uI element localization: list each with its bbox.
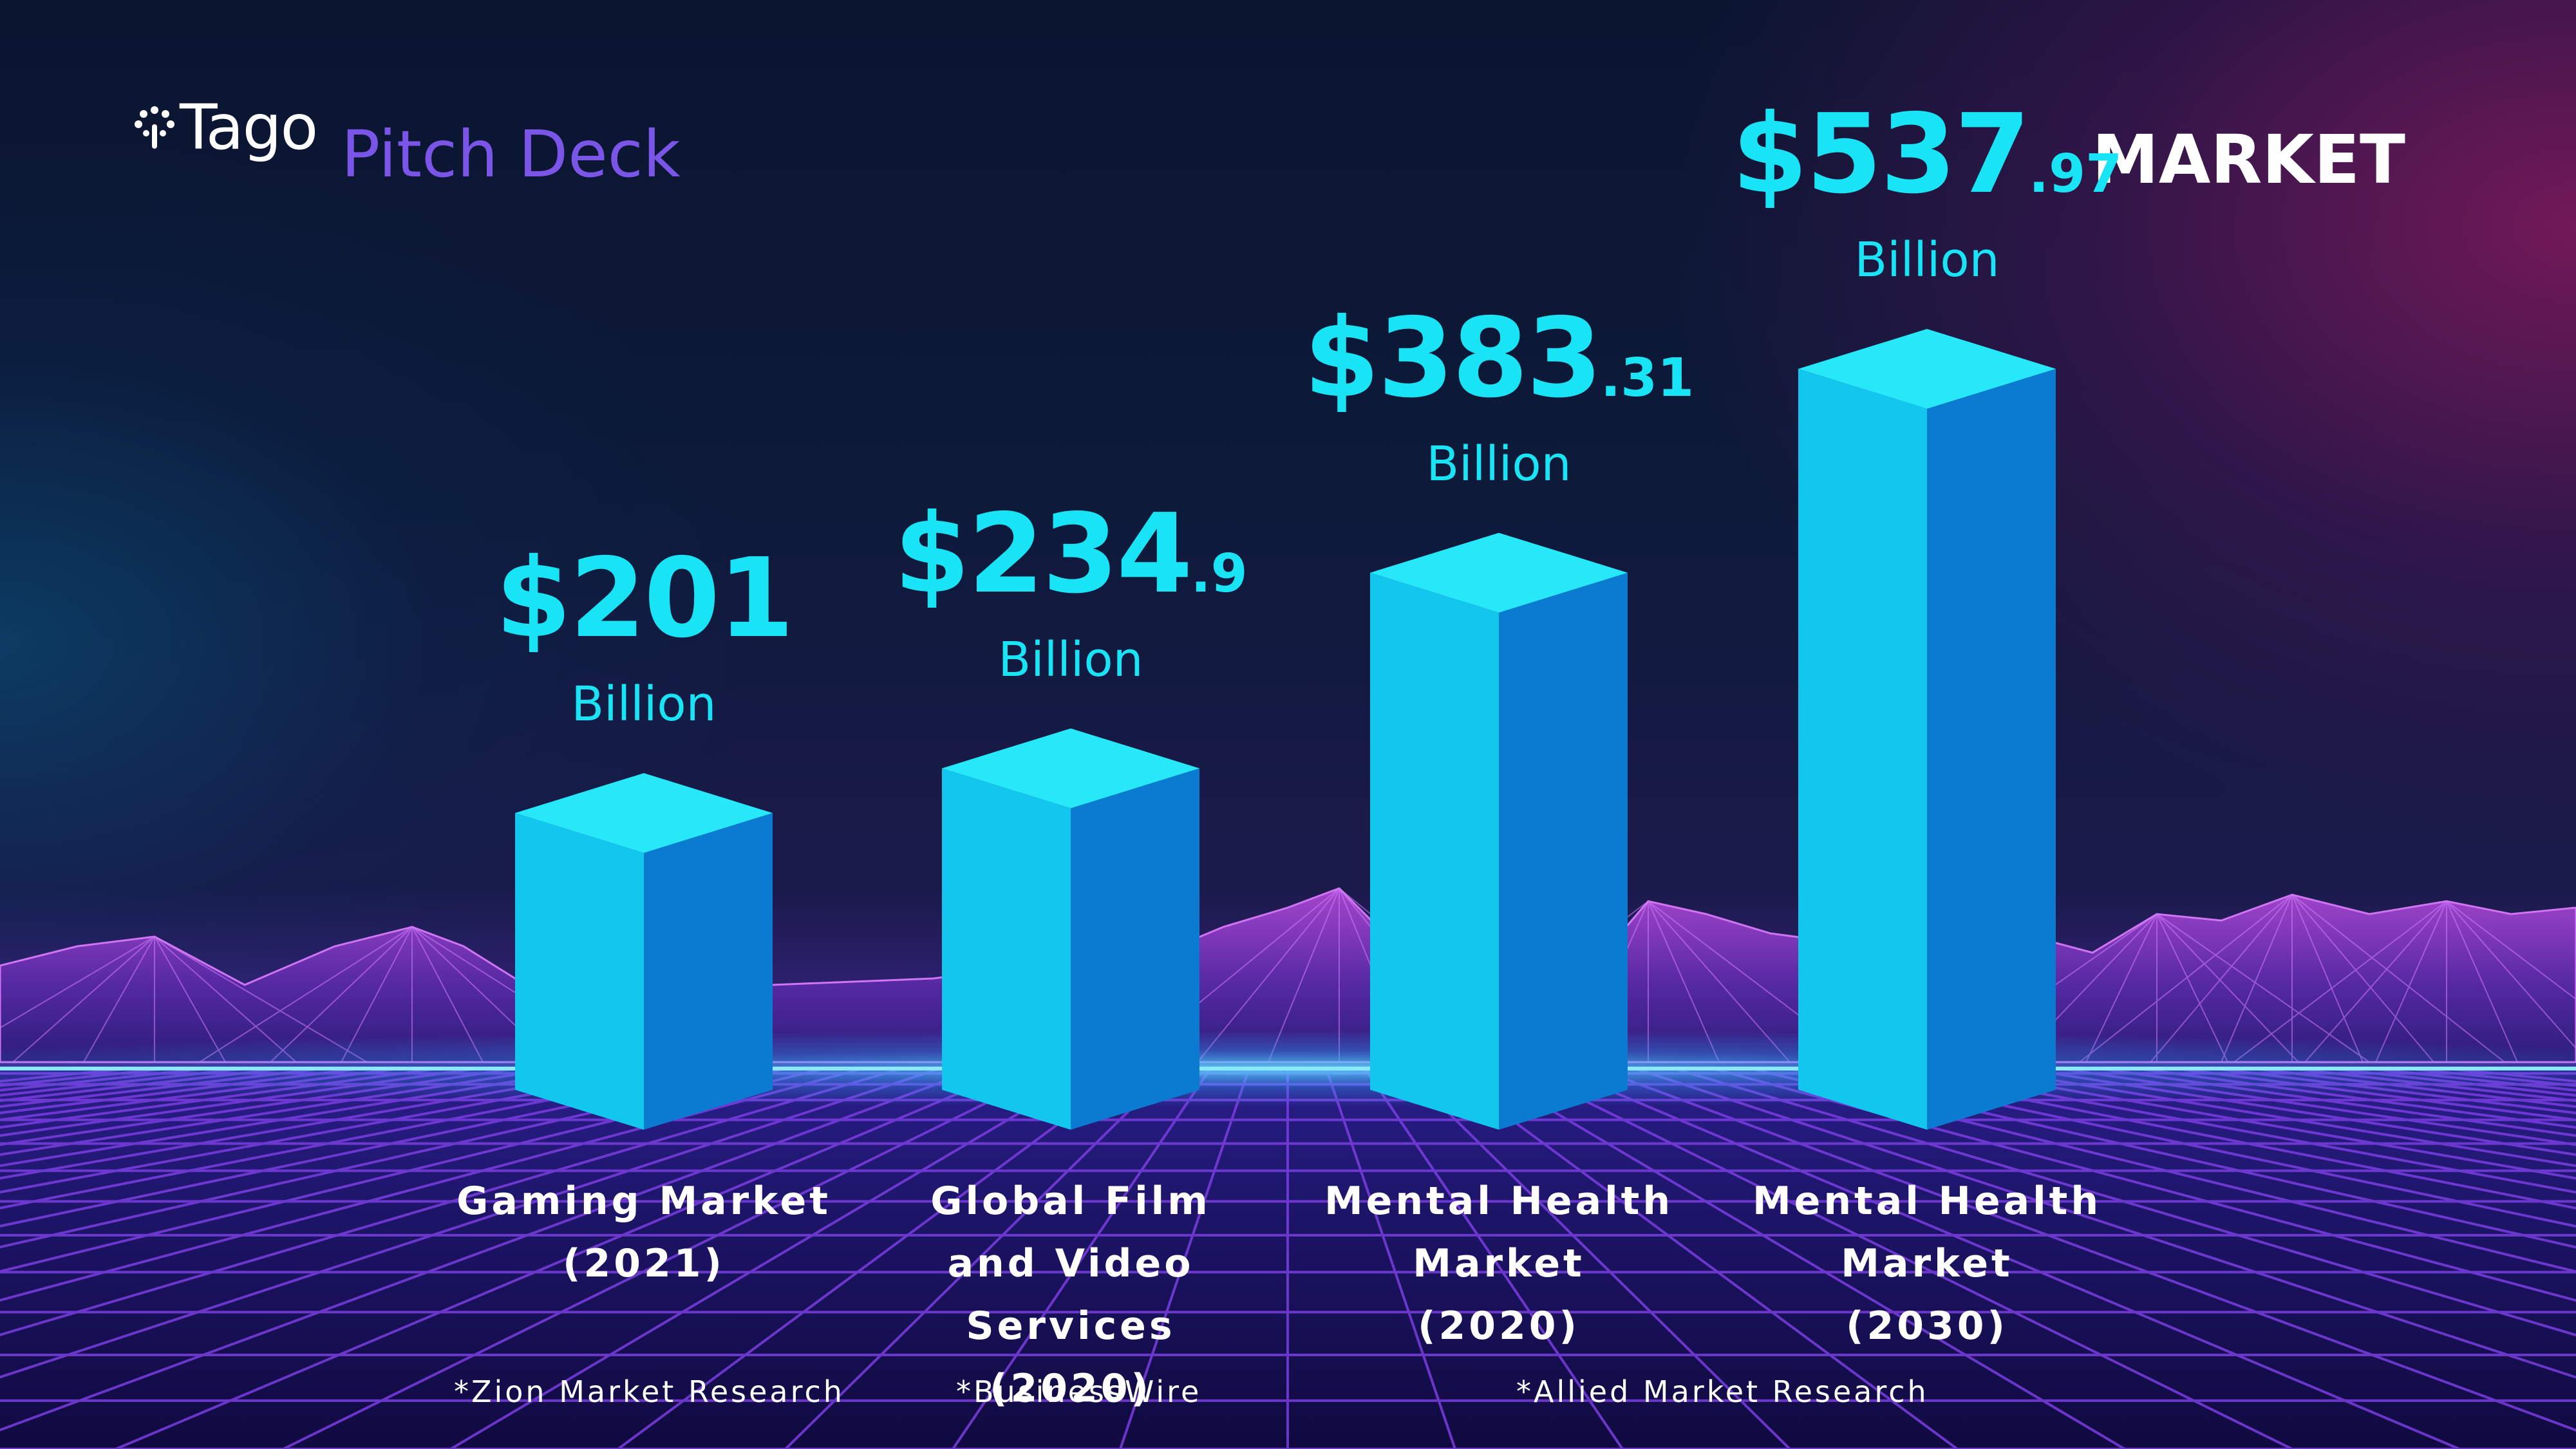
category-line: (2020) xyxy=(990,1366,1152,1411)
bar-category-label: Mental Health Market (2020) xyxy=(1274,1170,1724,1358)
bar-value-label: $234.9 xyxy=(845,491,1296,618)
bar-unit-label: Billion xyxy=(1854,232,2000,288)
section-title: MARKET xyxy=(2092,120,2405,199)
category-line: Market xyxy=(1841,1241,2013,1286)
source-note: *Zion Market Research xyxy=(454,1374,845,1409)
category-line: Gaming Market xyxy=(456,1179,831,1224)
source-note: *Allied Market Research xyxy=(1516,1374,1929,1409)
source-note: *BusinessWire xyxy=(956,1374,1202,1409)
bar xyxy=(515,773,773,1130)
bar-value-main: $383 xyxy=(1303,294,1603,422)
bar-unit-label: Billion xyxy=(571,677,717,732)
category-line: Mental Health xyxy=(1324,1179,1674,1224)
bar-unit-label: Billion xyxy=(1426,436,1572,492)
bar-right-face xyxy=(1071,768,1199,1130)
bar-value-main: $201 xyxy=(495,535,794,662)
bar-category-label: Global Film and Video Services (2020) xyxy=(845,1170,1296,1420)
category-line: Mental Health xyxy=(1752,1179,2102,1224)
bar-left-face xyxy=(515,813,644,1130)
bar-right-face xyxy=(1927,369,2056,1130)
category-line: and Video Services xyxy=(947,1241,1194,1349)
bar-left-face xyxy=(942,768,1071,1130)
bar-value-decimal: .9 xyxy=(1190,543,1248,604)
bar-left-face xyxy=(1370,572,1499,1130)
bar-value-main: $537 xyxy=(1731,91,2031,218)
bar xyxy=(1798,329,2056,1130)
bar-value-decimal: .31 xyxy=(1600,347,1695,409)
bar-top-face xyxy=(942,728,1199,809)
bar-category-label: Mental Health Market (2030) xyxy=(1702,1170,2152,1358)
category-line: (2021) xyxy=(563,1241,725,1286)
bar-value-label: $537.97 xyxy=(1702,91,2152,218)
deck-subtitle: Pitch Deck xyxy=(341,117,681,192)
bar-top-face xyxy=(515,773,773,853)
bar-right-face xyxy=(1499,572,1628,1130)
bar-value-main: $234 xyxy=(894,490,1192,618)
bar-value-label: $201 xyxy=(418,535,869,662)
tree-icon xyxy=(135,106,174,149)
category-line: Global Film xyxy=(930,1179,1211,1224)
bar xyxy=(942,728,1199,1130)
bar-value-label: $383.31 xyxy=(1274,295,1724,422)
bar-category-label: Gaming Market (2021) xyxy=(418,1170,869,1295)
bar-series xyxy=(515,329,2056,1130)
logo-wordmark: Tago xyxy=(180,91,318,164)
bar-value-decimal: .97 xyxy=(2028,144,2123,205)
bar-left-face xyxy=(1798,369,1927,1130)
bar-unit-label: Billion xyxy=(998,631,1143,687)
category-line: (2030) xyxy=(1846,1304,2008,1349)
bar-top-face xyxy=(1798,329,2056,409)
bar-right-face xyxy=(644,813,773,1130)
brand-logo: Tago xyxy=(132,91,318,164)
category-line: (2020) xyxy=(1418,1304,1580,1349)
bar-top-face xyxy=(1370,532,1628,613)
category-line: Market xyxy=(1413,1241,1585,1286)
bar xyxy=(1370,532,1628,1130)
